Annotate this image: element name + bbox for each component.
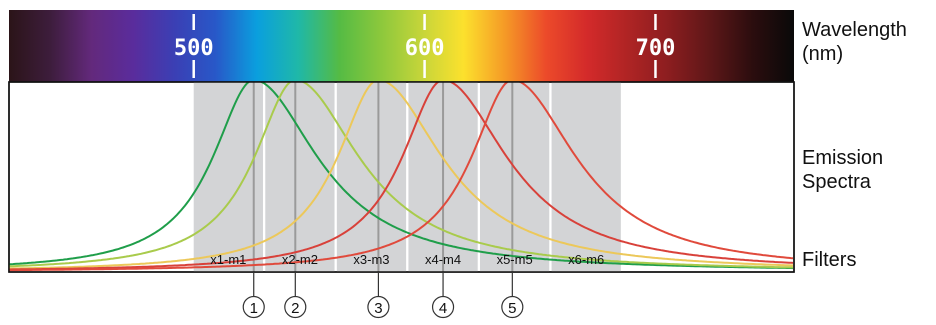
filter-label: x5-m5 (497, 252, 533, 267)
emission-plot-border (8, 81, 795, 273)
peak-marker-label: 3 (374, 300, 382, 317)
emission-curves (9, 82, 794, 272)
filter-band (480, 82, 550, 272)
filter-band (193, 82, 263, 272)
peak-marker-label: 5 (508, 300, 516, 317)
peak-marker: 3 (367, 272, 390, 319)
filter-label: x6-m6 (568, 252, 604, 267)
filters-label: Filters (802, 249, 857, 271)
emission-curve (9, 82, 794, 271)
emission-curve (9, 82, 793, 270)
filter-label: x4-m4 (425, 252, 461, 267)
wavelength-tick-label: 700 (636, 36, 676, 61)
filter-labels: x1-m1 x2-m2 x3-m3 x4-m4 x5-m5 x6-m6 (210, 252, 604, 267)
wavelength-ticks: 500 600 700 (174, 14, 676, 78)
peak-marker-label: 1 (250, 300, 258, 317)
filter-band (336, 82, 407, 272)
emission-curve (9, 82, 794, 270)
emission-curve (9, 82, 793, 269)
peak-marker-label: 2 (291, 300, 299, 317)
peak-marker: 4 (431, 272, 455, 319)
filter-label: x1-m1 (210, 252, 246, 267)
filter-label: x2-m2 (282, 252, 318, 267)
emission-curve (9, 82, 794, 272)
peak-marker-lines (252, 82, 514, 272)
emission-spectra-label: Emission Spectra (802, 147, 884, 193)
peak-marker-label: 4 (439, 300, 447, 317)
wavelength-spectrum-bar (9, 10, 794, 82)
peak-marker: 5 (501, 272, 524, 319)
peak-marker: 1 (242, 272, 265, 319)
filter-label: x3-m3 (353, 252, 389, 267)
filter-band (551, 82, 621, 272)
wavelength-axis-label: Wavelength (nm) (802, 19, 907, 65)
filter-band (265, 82, 335, 272)
peak-markers: 1 2 3 4 5 (242, 272, 524, 319)
wavelength-tick-label: 500 (174, 36, 214, 61)
peak-marker: 2 (284, 272, 307, 319)
wavelength-tick-label: 600 (405, 36, 445, 61)
